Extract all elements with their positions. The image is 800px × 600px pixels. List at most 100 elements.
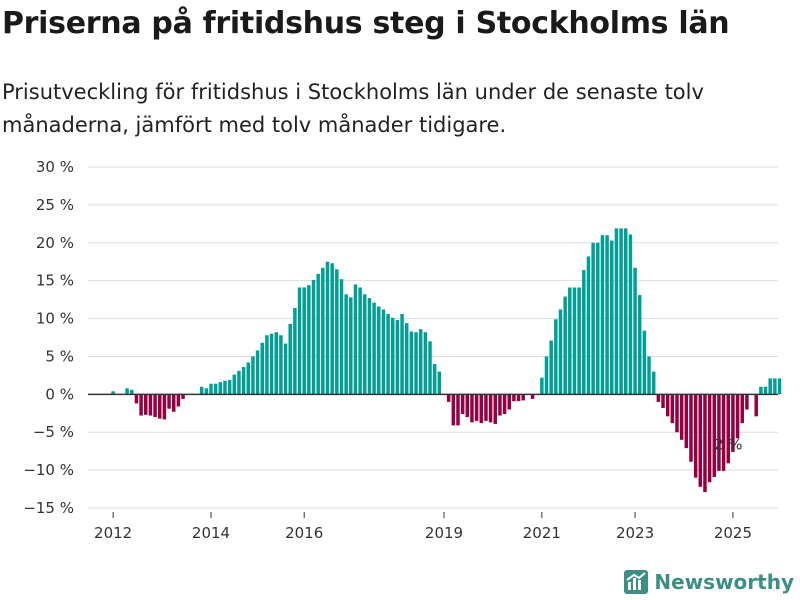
y-tick-label: −5 % (33, 423, 74, 441)
bar (293, 307, 297, 395)
bar (111, 391, 115, 395)
bar (735, 394, 740, 439)
bar (591, 242, 595, 395)
bar (633, 267, 637, 395)
bar (498, 394, 502, 416)
bar (437, 371, 442, 395)
bar (493, 394, 498, 424)
y-tick-label: 0 % (45, 385, 74, 403)
bar (502, 394, 507, 415)
bar (675, 394, 679, 433)
bar (409, 331, 414, 395)
bar (698, 394, 703, 487)
bar (554, 319, 558, 395)
bar (582, 270, 586, 395)
bar (474, 394, 479, 421)
bar (279, 335, 283, 395)
bar (521, 394, 525, 401)
bar (679, 394, 684, 440)
bar (260, 342, 265, 395)
bar (237, 370, 241, 395)
bar (549, 340, 553, 395)
bar (274, 332, 278, 395)
bar (288, 323, 292, 395)
bar (586, 256, 591, 395)
bar (637, 295, 642, 395)
gridlines (88, 166, 778, 509)
bar (684, 394, 689, 449)
bar (335, 269, 339, 395)
bar (717, 394, 721, 471)
bar (130, 389, 134, 395)
y-tick-label: 15 % (36, 272, 74, 290)
bar (661, 394, 665, 408)
chart-subtitle: Prisutveckling för fritidshus i Stockhol… (2, 80, 704, 137)
bar (255, 350, 260, 395)
bar (726, 394, 731, 464)
bar (372, 302, 376, 395)
y-tick-label: 10 % (36, 310, 74, 328)
x-tick-label: 2014 (192, 524, 230, 540)
bar (759, 386, 763, 395)
bar (777, 378, 782, 395)
bar (297, 287, 302, 395)
y-tick-label: −15 % (23, 499, 74, 517)
bar (563, 296, 567, 395)
bar (358, 287, 362, 395)
bar (213, 383, 218, 395)
bar (558, 309, 563, 395)
bar (167, 394, 171, 409)
bar (773, 378, 777, 395)
bar (479, 394, 484, 424)
bar (204, 388, 209, 395)
brand-name: Newsworthy (654, 570, 794, 594)
bar (745, 394, 749, 410)
bar (386, 314, 390, 395)
bar (647, 356, 651, 395)
bar (712, 394, 717, 477)
y-tick-label: 5 % (45, 347, 74, 365)
x-tick-label: 2023 (616, 524, 654, 540)
y-tick-label: 20 % (36, 234, 74, 252)
bar (540, 377, 544, 395)
bar (670, 394, 675, 424)
bar (199, 386, 204, 395)
bar (619, 228, 623, 395)
bar (209, 383, 213, 395)
annotation-label: 2 % (714, 435, 743, 453)
x-tick-label: 2016 (285, 524, 323, 540)
bar (428, 341, 432, 395)
bar (316, 273, 320, 395)
bar (153, 394, 157, 418)
bar (251, 356, 255, 395)
bar (400, 314, 404, 395)
bar (325, 261, 330, 395)
bar (605, 235, 609, 395)
bar (703, 394, 707, 493)
bar (768, 378, 772, 395)
bar (218, 382, 223, 395)
x-tick-label: 2019 (425, 524, 463, 540)
y-tick-label: 25 % (36, 196, 74, 214)
bars (111, 228, 782, 493)
bar (148, 394, 153, 416)
bar (665, 394, 670, 417)
bar (516, 394, 521, 402)
bar (344, 294, 348, 395)
bar (456, 394, 460, 426)
bar (181, 394, 185, 399)
bar (451, 394, 456, 426)
bar (171, 394, 176, 412)
bar (577, 287, 581, 395)
bar (302, 287, 306, 395)
newsworthy-logo-icon (624, 570, 649, 594)
bar (651, 371, 656, 395)
chart-title: Priserna på fritidshus steg i Stockholms… (2, 6, 730, 41)
bar (176, 394, 181, 407)
bar (656, 394, 661, 402)
bar (139, 394, 143, 416)
bar (349, 297, 353, 395)
bar (241, 367, 246, 395)
bar (414, 332, 418, 395)
bar (377, 306, 381, 395)
